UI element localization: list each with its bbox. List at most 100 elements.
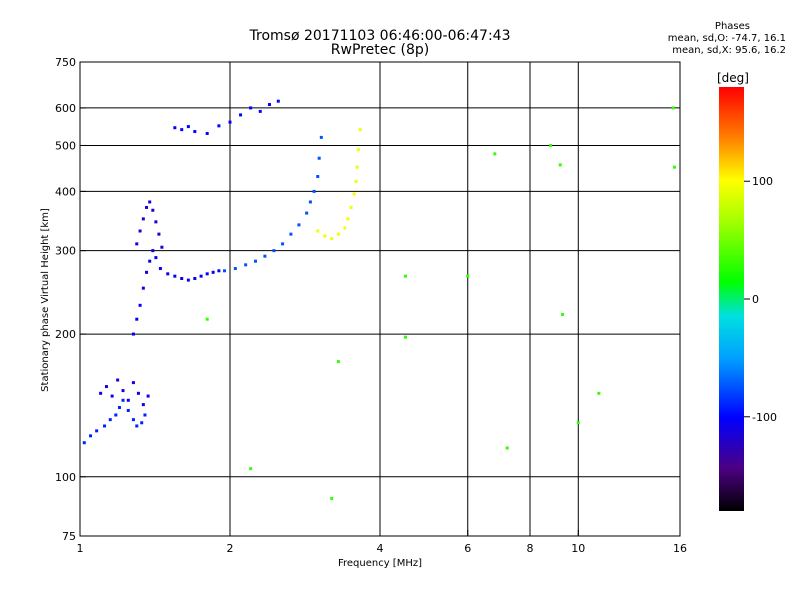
y-tick-label: 300: [55, 245, 76, 258]
data-point: [131, 418, 135, 422]
data-point: [233, 267, 237, 271]
data-point: [258, 109, 262, 113]
data-point: [205, 317, 209, 321]
data-point: [154, 256, 158, 260]
data-point: [193, 277, 197, 281]
data-point: [131, 332, 135, 336]
phase-stats-o-mode: mean, sd,O: -74.7, 16.1: [667, 33, 786, 44]
data-point: [336, 360, 340, 364]
data-point: [135, 317, 139, 321]
data-point: [138, 229, 142, 233]
data-point: [308, 200, 312, 204]
data-point: [358, 128, 362, 132]
data-point: [108, 418, 112, 422]
data-point: [403, 274, 407, 278]
data-point: [126, 408, 130, 412]
data-point: [349, 205, 353, 209]
data-point: [263, 254, 267, 258]
data-point: [312, 189, 316, 193]
data-point: [205, 272, 209, 276]
data-point: [95, 429, 99, 433]
data-point: [173, 274, 177, 278]
data-point: [356, 148, 360, 152]
data-point: [160, 245, 164, 249]
y-tick-label: 750: [55, 56, 76, 69]
data-point: [193, 130, 197, 134]
phase-stats-x-mode: mean, sd,X: 95.6, 16.2: [672, 45, 786, 56]
x-tick-label: 2: [227, 542, 234, 555]
data-point: [330, 496, 334, 500]
data-point: [205, 131, 209, 135]
data-point: [145, 205, 149, 209]
data-point: [138, 303, 142, 307]
data-point: [116, 378, 120, 382]
data-point: [249, 106, 253, 110]
data-point: [151, 249, 155, 253]
data-point: [316, 175, 320, 179]
data-point: [319, 135, 323, 139]
data-point: [330, 237, 334, 241]
data-point: [121, 398, 125, 402]
data-point: [354, 179, 358, 183]
data-point: [549, 143, 553, 147]
data-point: [148, 259, 152, 263]
y-tick-label: 600: [55, 102, 76, 115]
data-point: [136, 391, 140, 395]
data-point: [110, 394, 114, 398]
x-tick-label: 16: [673, 542, 687, 555]
data-point: [114, 413, 118, 417]
data-point: [135, 424, 139, 428]
data-point: [180, 277, 184, 281]
data-point: [239, 113, 243, 117]
data-point: [505, 446, 509, 450]
phase-stats-heading: Phases: [714, 21, 750, 32]
data-point: [493, 152, 497, 156]
data-point: [141, 403, 145, 407]
data-point: [126, 398, 130, 402]
y-tick-label: 75: [62, 530, 76, 543]
data-point: [141, 217, 145, 221]
data-point: [135, 242, 139, 246]
data-point: [352, 192, 356, 196]
data-point: [281, 242, 285, 246]
data-point: [140, 421, 144, 425]
data-point: [289, 232, 293, 236]
y-axis-label: Stationary phase Virtual Height [km]: [40, 208, 51, 392]
data-point: [336, 232, 340, 236]
data-point: [180, 128, 184, 132]
data-point: [249, 467, 253, 471]
data-point: [217, 124, 221, 128]
data-point: [211, 270, 215, 274]
x-tick-label: 6: [464, 542, 471, 555]
data-point: [117, 406, 121, 410]
data-point: [403, 335, 407, 339]
y-tick-label: 500: [55, 139, 76, 152]
data-point: [146, 394, 150, 398]
data-point: [561, 312, 565, 316]
data-point: [186, 125, 190, 129]
data-point: [186, 278, 190, 282]
x-axis-label: Frequency [MHz]: [338, 558, 422, 569]
data-point: [272, 249, 276, 253]
data-point: [297, 223, 301, 227]
data-point: [121, 389, 125, 393]
data-point: [228, 120, 232, 124]
x-tick-label: 10: [571, 542, 585, 555]
data-point: [99, 391, 103, 395]
data-point: [355, 165, 359, 169]
x-tick-label: 1: [77, 542, 84, 555]
colorbar-tick-label: 100: [752, 175, 773, 188]
data-point: [154, 220, 158, 224]
data-point: [466, 274, 470, 278]
data-point: [103, 424, 107, 428]
data-point: [597, 391, 601, 395]
data-point: [671, 106, 675, 110]
data-point: [305, 211, 309, 215]
data-point: [89, 434, 93, 438]
x-tick-label: 8: [527, 542, 534, 555]
y-tick-label: 400: [55, 185, 76, 198]
data-point: [151, 208, 155, 212]
y-tick-label: 200: [55, 328, 76, 341]
data-point: [104, 385, 108, 389]
